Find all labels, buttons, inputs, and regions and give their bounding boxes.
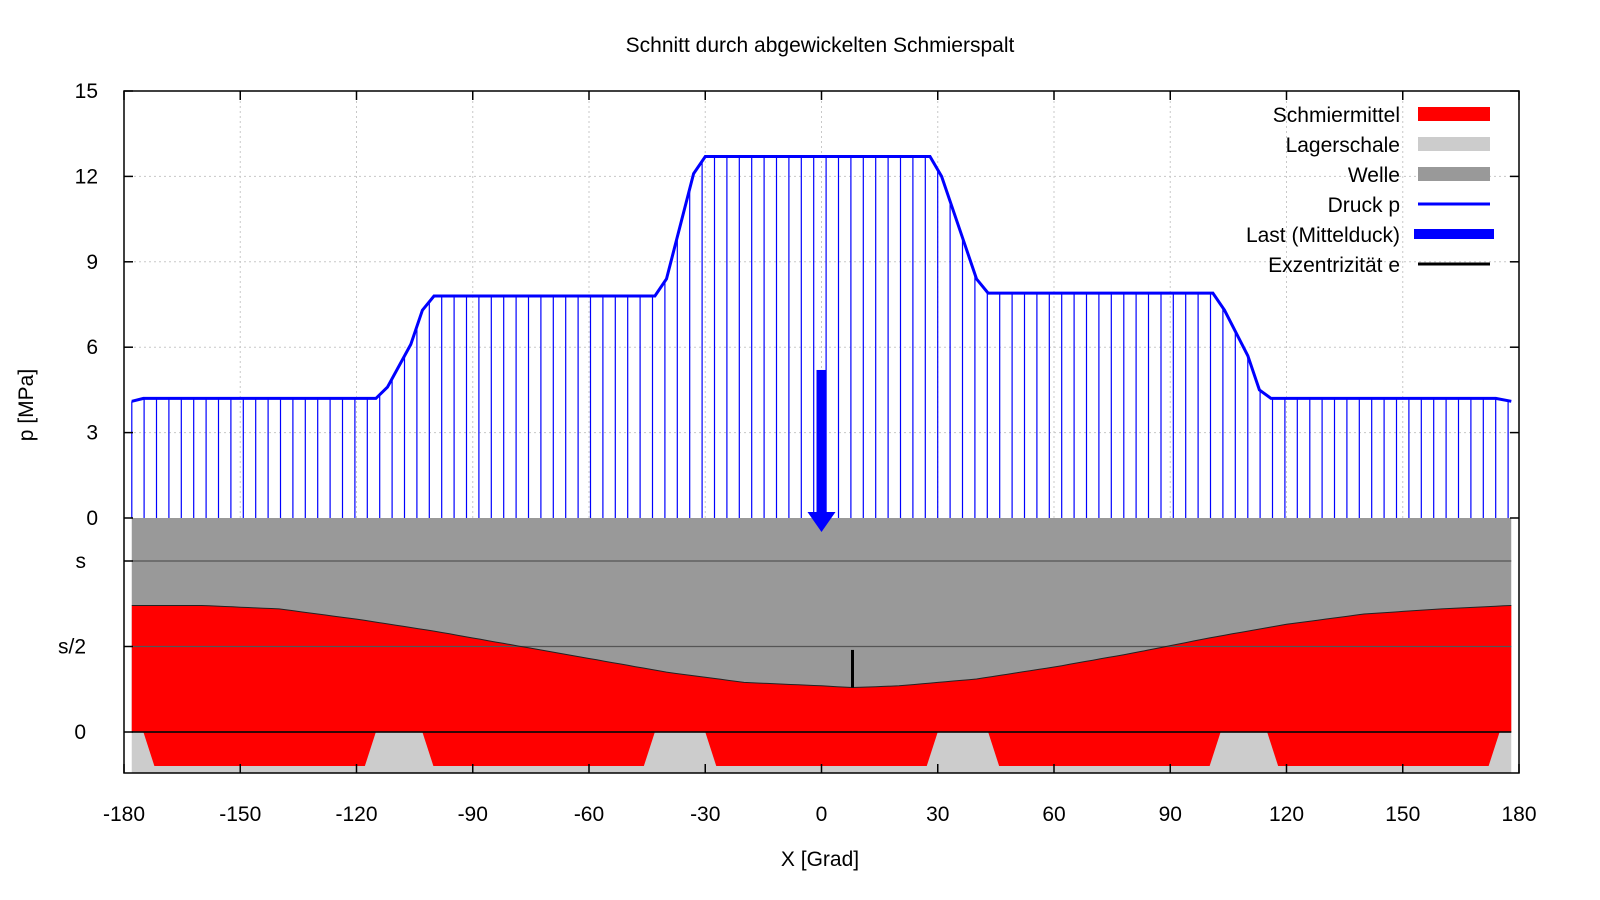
x-tick-label: -60 [574,803,604,826]
y-tick-label: 15 [75,80,98,103]
schmiermittel-boundary [131,605,1512,689]
y-tick-label: 0 [86,507,98,530]
schmiermittel-area [131,605,1512,732]
y-tick-label: 9 [86,251,98,274]
x-tick-label: -30 [690,803,720,826]
last-arrow-shaft [816,369,827,512]
x-axis-ticks: -180 -150 -120 -90 -60 -30 0 30 60 90 120 150 180 [103,91,1537,826]
y-axis-label: p [MPa] [15,369,38,441]
x-tick-label: -90 [458,803,488,826]
legend: Schmiermittel Lagerschale Welle Druck p … [1246,104,1494,277]
x-tick-label: 30 [926,803,949,826]
y-tick-label: 12 [75,165,98,188]
x-tick-label: -120 [335,803,377,826]
lubricant-pocket [705,732,938,766]
x-tick-label: 0 [816,803,828,826]
gap-tick-label: 0 [74,721,86,744]
lubricant-pocket [422,732,655,766]
lubricant-pocket [143,732,376,766]
legend-swatch-thick [1414,229,1494,239]
y-tick-label: 6 [86,336,98,359]
legend-label-0: Schmiermittel [1273,104,1400,127]
legend-label-1: Lagerschale [1286,134,1400,157]
lubricant-pocket [1267,732,1500,766]
legend-swatches [1414,107,1494,266]
lagerschale-pockets [143,732,1500,766]
x-tick-label: 90 [1159,803,1182,826]
x-tick-label: 120 [1269,803,1304,826]
gap-area [131,518,1512,773]
legend-label-2: Welle [1348,164,1400,187]
legend-label-3: Druck p [1328,194,1400,217]
legend-swatch-box [1418,107,1490,121]
gap-tick-label: s [76,550,87,573]
x-axis-label: X [Grad] [781,848,859,871]
legend-label-4: Last (Mittelduck) [1246,224,1400,247]
last-arrow [807,369,836,532]
x-tick-label: 180 [1501,803,1536,826]
last-arrow-head [807,512,836,532]
gap-reference-lines [131,560,1512,733]
y-tick-label: 3 [86,422,98,445]
gap-tick-label: s/2 [58,636,86,659]
x-tick-label: 60 [1042,803,1065,826]
x-tick-label: -180 [103,803,145,826]
legend-swatch-box [1418,137,1490,151]
y-axis-ticks: 0 3 6 9 12 15 s s/2 0 [58,80,1519,744]
legend-swatch-box [1418,167,1490,181]
pressure-hatch [131,156,1509,518]
druck-p-line [131,155,1512,403]
x-tick-label: -150 [219,803,261,826]
x-tick-label: 150 [1385,803,1420,826]
legend-label-5: Exzentrizität e [1268,254,1400,277]
chart-title: Schnitt durch abgewickelten Schmierspalt [626,34,1015,57]
lubricant-pocket [988,732,1221,766]
